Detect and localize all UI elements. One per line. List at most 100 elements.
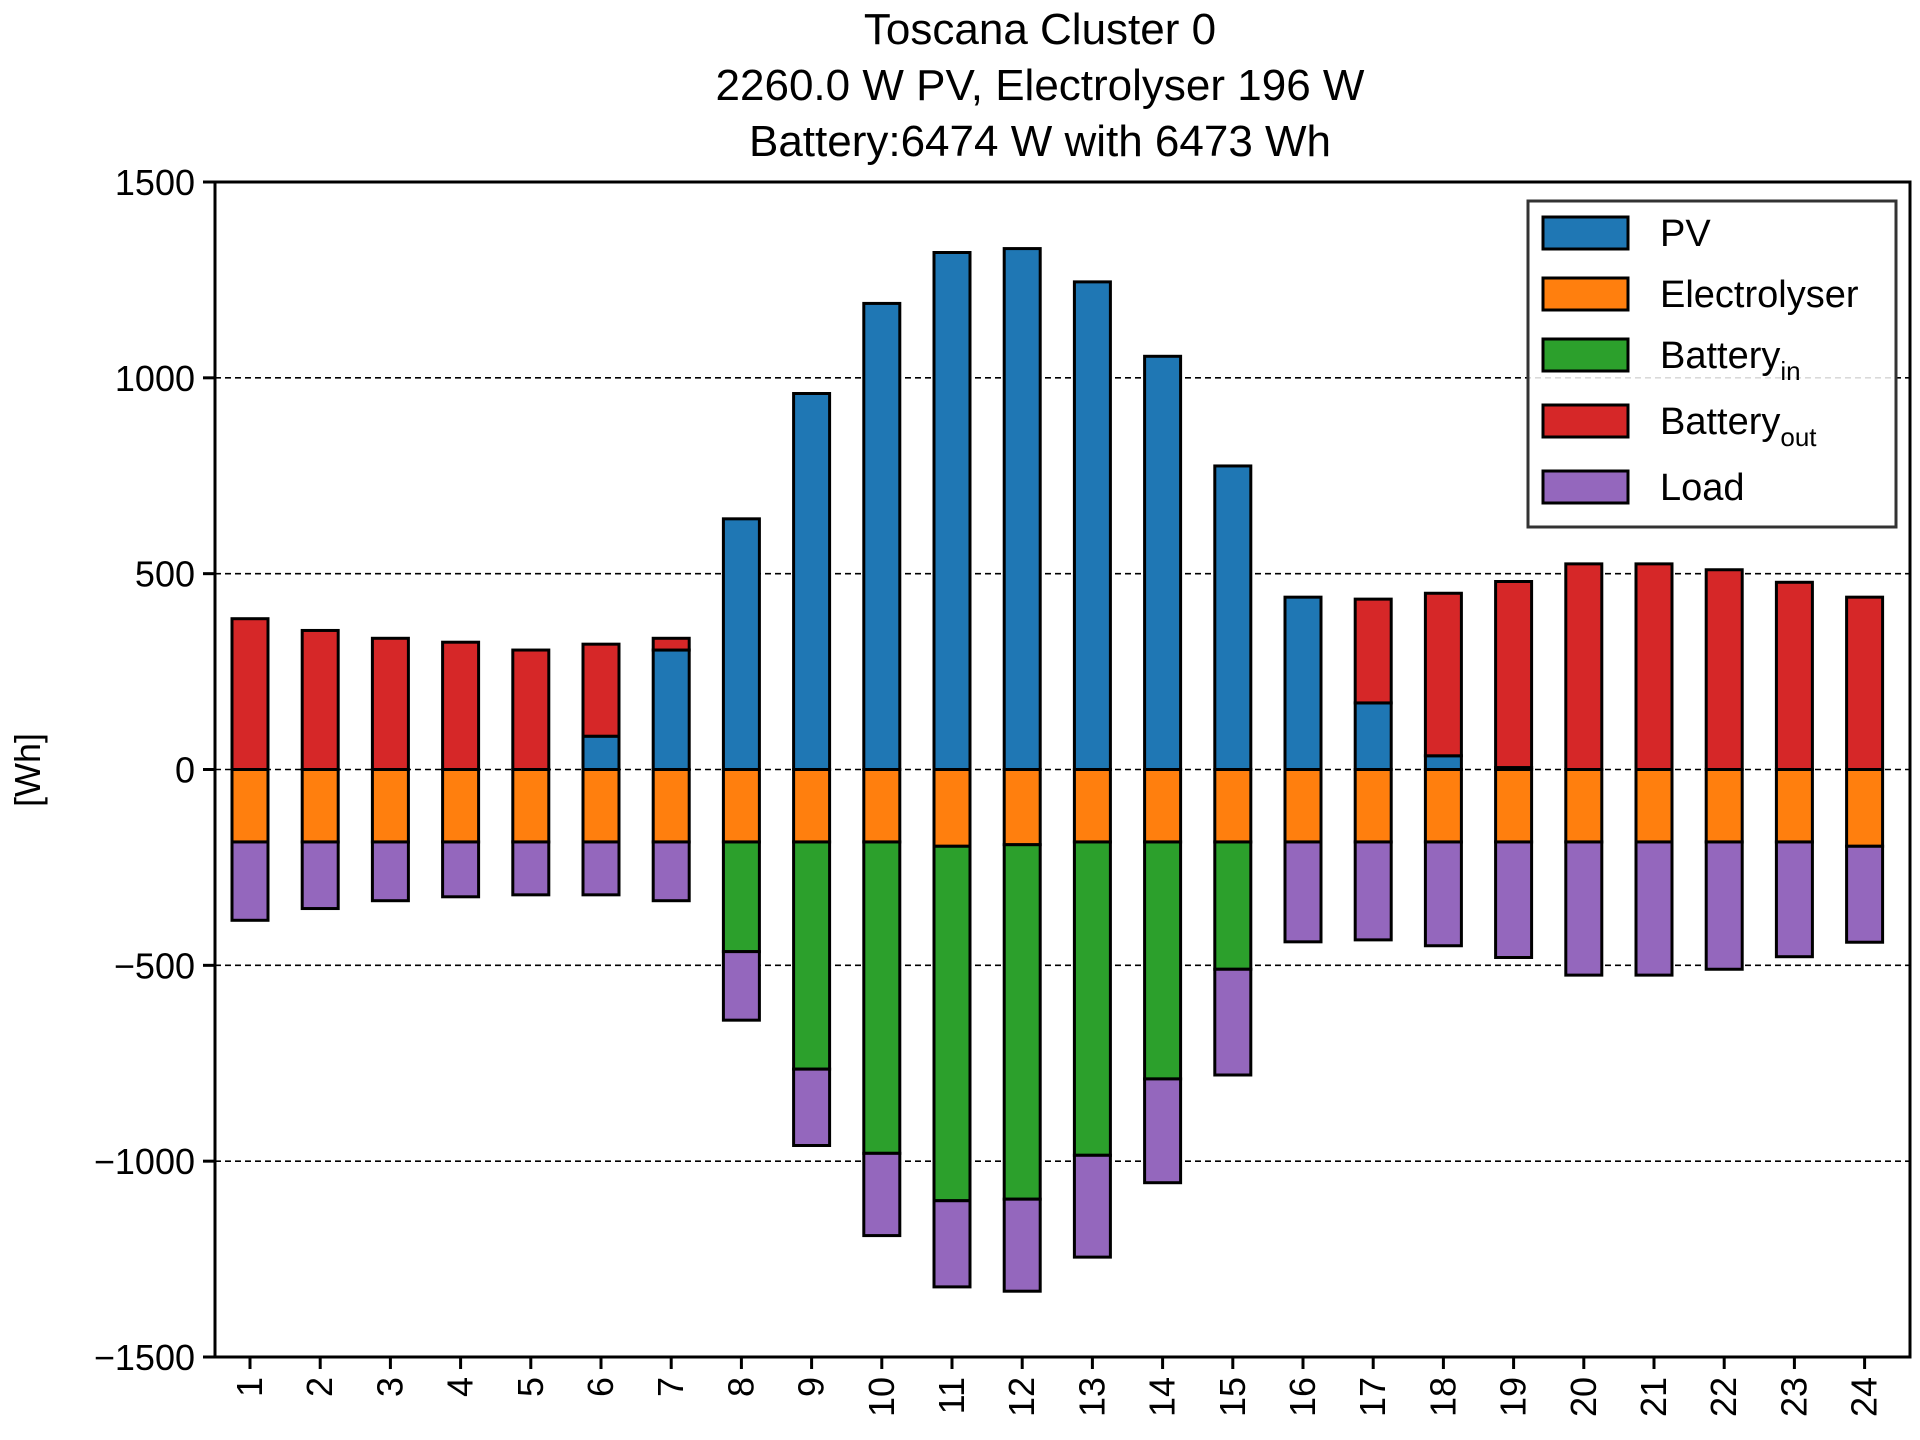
y-tick-label-1: 1000 — [115, 358, 195, 399]
x-tick-label-1: 1 — [229, 1377, 270, 1397]
y-tick-label-3: 0 — [175, 750, 195, 791]
bar-battery-out-1 — [230, 617, 270, 771]
bar-load-2 — [300, 840, 340, 911]
chart-title-line-3: Battery:6474 W with 6473 Wh — [749, 117, 1331, 166]
bar-pv-13 — [1072, 280, 1112, 771]
chart-title-line-2: 2260.0 W PV, Electrolyser 196 W — [716, 61, 1365, 110]
bar-electrolyser-8 — [721, 768, 761, 844]
bar-load-9 — [792, 1067, 832, 1147]
bar-electrolyser-3 — [370, 768, 410, 844]
x-tick-label-15: 15 — [1212, 1377, 1253, 1417]
bar-electrolyser-20 — [1564, 768, 1604, 844]
bar-pv-6 — [581, 734, 621, 771]
x-tick-label-14: 14 — [1142, 1377, 1183, 1417]
bar-battery-out-6 — [581, 642, 621, 738]
legend-swatch-0 — [1541, 215, 1630, 251]
bar-battery-in-12 — [1002, 843, 1042, 1201]
legend-swatch-3 — [1541, 403, 1630, 439]
bar-electrolyser-18 — [1423, 768, 1463, 844]
legend: PV Electrolyser Batteryin Batteryout Load — [1526, 199, 1898, 529]
legend-swatch-1 — [1541, 276, 1630, 312]
bar-load-8 — [721, 950, 761, 1022]
x-tick-label-6: 6 — [580, 1377, 621, 1397]
chart-title-line-1: Toscana Cluster 0 — [864, 5, 1216, 54]
x-tick-label-9: 9 — [791, 1377, 832, 1397]
bar-electrolyser-2 — [300, 768, 340, 844]
bar-load-22 — [1704, 840, 1744, 971]
x-tick-label-12: 12 — [1001, 1377, 1042, 1417]
bar-load-4 — [441, 840, 481, 899]
x-tick-label-7: 7 — [650, 1377, 691, 1397]
x-tick-label-23: 23 — [1773, 1377, 1814, 1417]
bar-electrolyser-23 — [1774, 768, 1814, 844]
bar-electrolyser-13 — [1072, 768, 1112, 844]
bar-load-5 — [511, 840, 551, 897]
bar-battery-in-14 — [1143, 840, 1183, 1081]
x-tick-label-10: 10 — [861, 1377, 902, 1417]
bar-electrolyser-5 — [511, 768, 551, 844]
legend-label-3: Batteryout — [1660, 401, 1817, 452]
legend-swatch-2 — [1541, 337, 1630, 373]
bar-electrolyser-22 — [1704, 768, 1744, 844]
x-tick-label-18: 18 — [1422, 1377, 1463, 1417]
bar-load-14 — [1143, 1077, 1183, 1185]
x-tick-label-4: 4 — [440, 1377, 481, 1397]
legend-label-1: Electrolyser — [1660, 274, 1859, 316]
bar-electrolyser-21 — [1634, 768, 1674, 844]
bar-battery-out-5 — [511, 648, 551, 772]
legend-swatch-4 — [1541, 469, 1630, 505]
bar-load-17 — [1353, 840, 1393, 942]
bar-battery-out-7 — [651, 636, 691, 652]
bar-electrolyser-15 — [1213, 768, 1253, 844]
bar-electrolyser-17 — [1353, 768, 1393, 844]
bar-battery-out-23 — [1774, 580, 1814, 771]
legend-label-2: Batteryin — [1660, 335, 1801, 386]
x-tick-label-8: 8 — [720, 1377, 761, 1397]
bar-pv-8 — [721, 517, 761, 771]
bar-pv-15 — [1213, 464, 1253, 771]
bar-battery-in-13 — [1072, 840, 1112, 1157]
bar-electrolyser-24 — [1845, 768, 1885, 848]
bar-load-10 — [862, 1151, 902, 1238]
bar-load-3 — [370, 840, 410, 903]
x-tick-label-2: 2 — [299, 1377, 340, 1397]
bar-load-11 — [932, 1199, 972, 1289]
y-tick-label-0: 1500 — [115, 162, 195, 203]
bars — [230, 247, 1885, 1293]
bar-electrolyser-12 — [1002, 768, 1042, 847]
bar-battery-out-19 — [1494, 580, 1534, 770]
x-tick-label-5: 5 — [510, 1377, 551, 1397]
x-tick-label-24: 24 — [1844, 1377, 1885, 1417]
bar-pv-16 — [1283, 595, 1323, 772]
x-tick-label-16: 16 — [1282, 1377, 1323, 1417]
y-tick-label-5: −1000 — [94, 1141, 195, 1182]
bar-battery-in-10 — [862, 840, 902, 1155]
bar-battery-out-24 — [1845, 595, 1885, 772]
bar-pv-9 — [792, 392, 832, 771]
bar-pv-14 — [1143, 354, 1183, 771]
y-tick-label-6: −1500 — [94, 1337, 195, 1378]
y-tick-label-2: 500 — [135, 554, 195, 595]
bar-electrolyser-6 — [581, 768, 621, 844]
bar-battery-out-20 — [1564, 562, 1604, 771]
bar-battery-out-2 — [300, 628, 340, 771]
x-tick-label-11: 11 — [931, 1377, 972, 1414]
bar-load-20 — [1564, 840, 1604, 977]
bar-battery-out-22 — [1704, 568, 1744, 771]
x-tick-label-13: 13 — [1071, 1377, 1112, 1417]
bar-battery-out-17 — [1353, 597, 1393, 705]
bar-electrolyser-9 — [792, 768, 832, 844]
bar-load-18 — [1423, 840, 1463, 948]
x-tick-label-20: 20 — [1563, 1377, 1604, 1417]
bar-battery-out-21 — [1634, 562, 1674, 771]
bar-load-21 — [1634, 840, 1674, 977]
bar-battery-out-3 — [370, 636, 410, 772]
bar-electrolyser-19 — [1494, 768, 1534, 844]
bar-load-24 — [1845, 844, 1885, 944]
bar-load-15 — [1213, 967, 1253, 1077]
bar-pv-17 — [1353, 701, 1393, 772]
bar-load-23 — [1774, 840, 1814, 959]
bar-pv-10 — [862, 301, 902, 771]
